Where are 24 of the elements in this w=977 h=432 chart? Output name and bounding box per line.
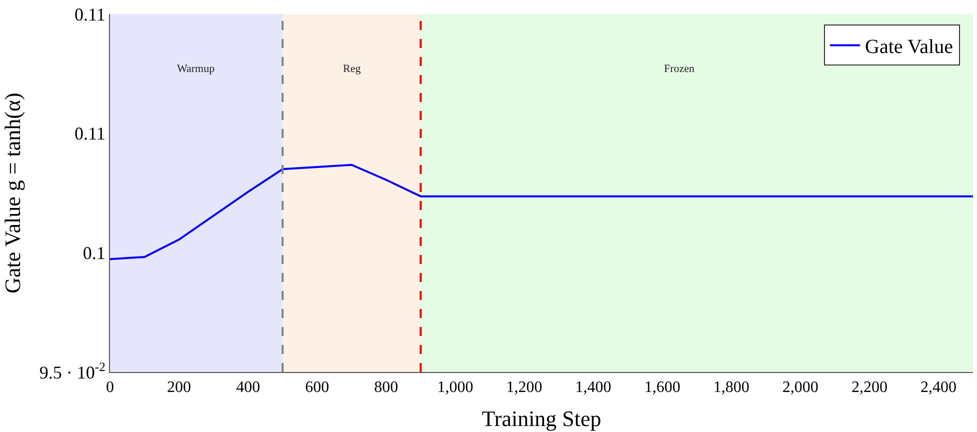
y-tick-label: 0.11 [74, 124, 106, 144]
y-axis-title: Gate Value g = tanh(α) [0, 92, 25, 294]
x-tick-label: 1,600 [644, 379, 680, 396]
x-tick-label: 1,400 [575, 379, 612, 396]
line-series [110, 164, 973, 260]
x-tick-label: 0 [106, 379, 114, 396]
y-tick-label: 9.5 · 10$^{-2}$ [39, 360, 106, 382]
x-tick-label: 800 [374, 379, 398, 396]
x-tick-label: 1,800 [713, 379, 750, 396]
band-label: Warmup [177, 63, 216, 75]
x-tick-label: 200 [167, 379, 192, 396]
x-tick-label: 2,000 [782, 379, 818, 396]
x-tick-label: 600 [305, 379, 330, 396]
band-label: Reg [343, 63, 362, 75]
x-tick-label: 1,200 [506, 379, 542, 396]
x-axis-title: Training Step [482, 406, 602, 432]
y-tick-label: 0.11 [74, 4, 106, 24]
x-tick-label: 400 [236, 379, 260, 396]
x-tick-label: 1,000 [437, 379, 474, 396]
x-tick-label: 2,200 [851, 379, 888, 396]
x-tick-label: 2,400 [920, 379, 956, 396]
legend-label: Gate Value [865, 36, 954, 58]
band-label: Frozen [664, 63, 696, 75]
y-tick-label: 0.1 [82, 242, 106, 263]
